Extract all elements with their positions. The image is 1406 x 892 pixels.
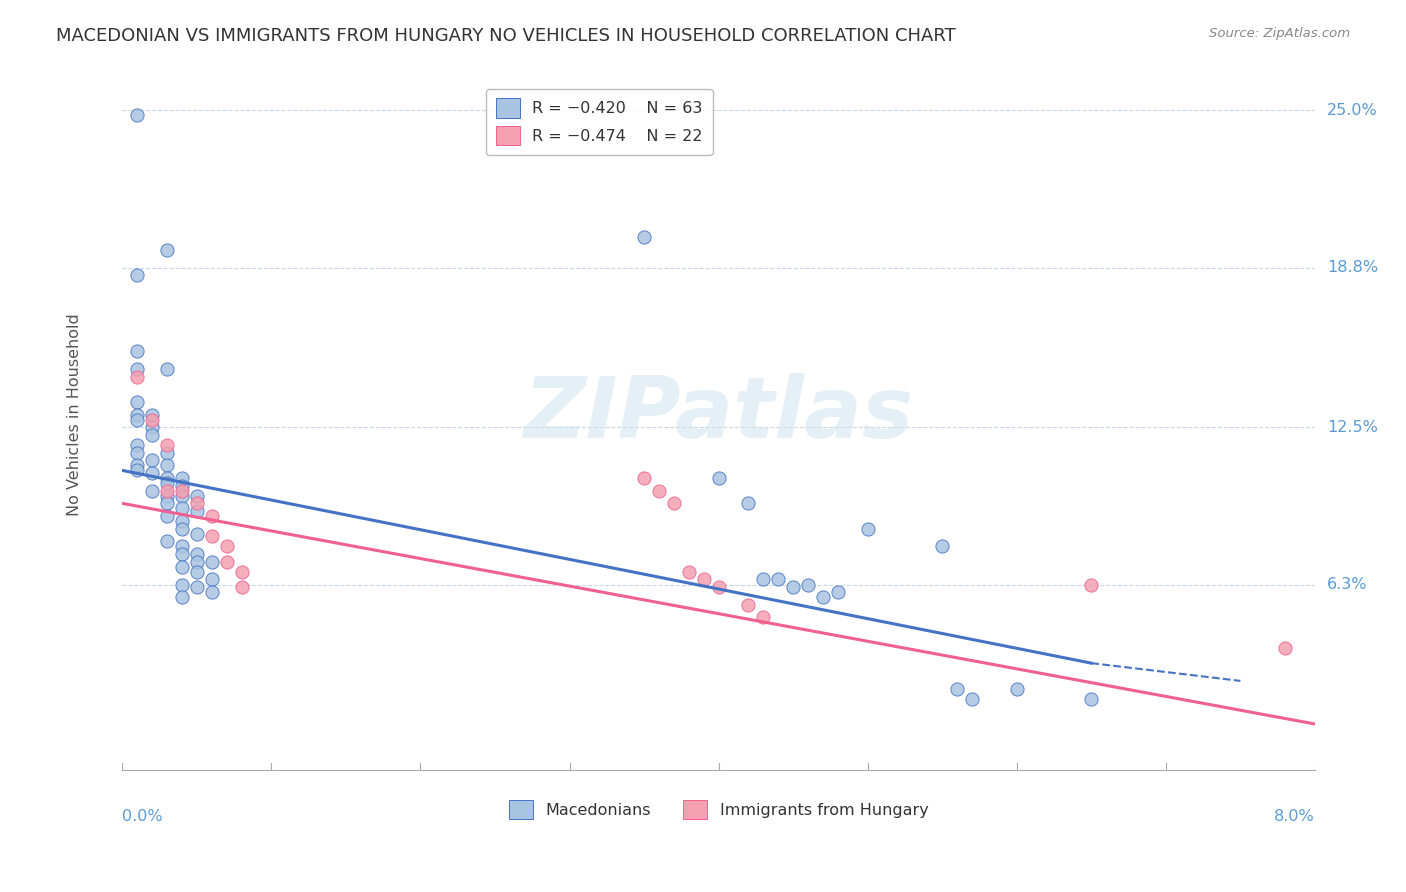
Point — [1274, 640, 1296, 655]
Text: MACEDONIAN VS IMMIGRANTS FROM HUNGARY NO VEHICLES IN HOUSEHOLD CORRELATION CHART: MACEDONIAN VS IMMIGRANTS FROM HUNGARY NO… — [56, 27, 956, 45]
Point — [141, 408, 163, 422]
Point — [156, 534, 179, 549]
Point — [782, 580, 804, 594]
Point — [186, 555, 208, 569]
Point — [662, 496, 685, 510]
Point — [737, 496, 759, 510]
Point — [737, 598, 759, 612]
Point — [170, 577, 193, 591]
Text: 8.0%: 8.0% — [1274, 809, 1315, 823]
Point — [201, 529, 224, 543]
Point — [170, 591, 193, 605]
Text: 12.5%: 12.5% — [1327, 420, 1378, 434]
Text: 18.8%: 18.8% — [1327, 260, 1378, 275]
Point — [707, 471, 730, 485]
Text: No Vehicles in Household: No Vehicles in Household — [67, 313, 82, 516]
Point — [827, 585, 849, 599]
Point — [141, 420, 163, 434]
Point — [170, 559, 193, 574]
Point — [141, 428, 163, 442]
Point — [186, 526, 208, 541]
Point — [1080, 691, 1102, 706]
Text: Source: ZipAtlas.com: Source: ZipAtlas.com — [1209, 27, 1350, 40]
Point — [752, 610, 775, 624]
Point — [960, 691, 983, 706]
Point — [678, 565, 700, 579]
Point — [633, 230, 655, 244]
Point — [186, 580, 208, 594]
Point — [127, 408, 149, 422]
Point — [752, 573, 775, 587]
Point — [141, 453, 163, 467]
Point — [186, 565, 208, 579]
Point — [127, 438, 149, 452]
Point — [127, 395, 149, 409]
Point — [127, 268, 149, 282]
Point — [127, 458, 149, 473]
Point — [127, 369, 149, 384]
Point — [156, 471, 179, 485]
Point — [186, 489, 208, 503]
Point — [156, 243, 179, 257]
Point — [127, 344, 149, 359]
Point — [693, 573, 716, 587]
Text: 25.0%: 25.0% — [1327, 103, 1378, 118]
Point — [231, 565, 253, 579]
Point — [170, 501, 193, 516]
Point — [170, 547, 193, 561]
Point — [127, 445, 149, 459]
Point — [170, 489, 193, 503]
Point — [186, 496, 208, 510]
Point — [156, 476, 179, 491]
Point — [170, 478, 193, 492]
Point — [156, 509, 179, 524]
Point — [170, 540, 193, 554]
Point — [215, 540, 238, 554]
Point — [707, 580, 730, 594]
Text: ZIPatlas: ZIPatlas — [523, 373, 914, 456]
Point — [141, 413, 163, 427]
Point — [856, 522, 879, 536]
Point — [186, 547, 208, 561]
Point — [156, 496, 179, 510]
Point — [156, 458, 179, 473]
Point — [127, 463, 149, 477]
Point — [156, 445, 179, 459]
Point — [127, 413, 149, 427]
Point — [141, 466, 163, 480]
Point — [201, 555, 224, 569]
Point — [946, 681, 969, 696]
Point — [201, 573, 224, 587]
Point — [186, 504, 208, 518]
Text: 0.0%: 0.0% — [122, 809, 163, 823]
Point — [1080, 577, 1102, 591]
Point — [633, 471, 655, 485]
Point — [931, 540, 953, 554]
Point — [170, 522, 193, 536]
Point — [170, 471, 193, 485]
Point — [811, 591, 834, 605]
Point — [648, 483, 671, 498]
Legend: Macedonians, Immigrants from Hungary: Macedonians, Immigrants from Hungary — [502, 793, 935, 826]
Point — [170, 483, 193, 498]
Point — [768, 573, 790, 587]
Point — [141, 483, 163, 498]
Point — [215, 555, 238, 569]
Point — [156, 489, 179, 503]
Point — [127, 108, 149, 122]
Point — [1005, 681, 1028, 696]
Point — [797, 577, 820, 591]
Point — [156, 438, 179, 452]
Point — [201, 585, 224, 599]
Point — [170, 514, 193, 528]
Point — [156, 362, 179, 376]
Point — [201, 509, 224, 524]
Point — [127, 362, 149, 376]
Text: 6.3%: 6.3% — [1327, 577, 1368, 592]
Point — [156, 483, 179, 498]
Point — [231, 580, 253, 594]
